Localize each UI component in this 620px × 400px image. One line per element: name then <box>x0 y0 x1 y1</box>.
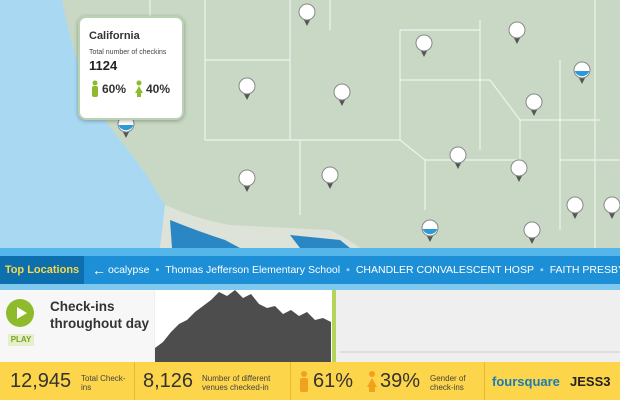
pin-head <box>298 3 316 21</box>
pin-head <box>508 21 526 39</box>
map-pin[interactable] <box>238 77 256 100</box>
pin-head <box>238 169 256 187</box>
brand[interactable]: JESS3 <box>570 374 611 389</box>
play-label[interactable]: PLAY <box>8 334 34 346</box>
venues-value: 8,126 <box>143 370 194 392</box>
male-icon <box>300 371 308 392</box>
location[interactable]: FAITH PRESBY <box>549 264 620 276</box>
pin-head <box>238 77 256 95</box>
map-pin[interactable] <box>117 115 135 138</box>
location[interactable]: ocalypse <box>108 264 150 276</box>
map-pin[interactable] <box>603 196 620 219</box>
pin-head <box>566 196 584 214</box>
map-pin[interactable] <box>525 93 543 116</box>
location[interactable]: Thomas Jefferson Elementary School <box>165 264 341 276</box>
gender-label: Gender of check-ins <box>430 374 466 392</box>
female-icon <box>367 371 377 392</box>
ticker-title[interactable]: Top Locations <box>0 256 84 284</box>
map-pin[interactable] <box>523 221 541 244</box>
pin-head <box>603 196 620 214</box>
pin-head <box>525 93 543 111</box>
map-pin[interactable] <box>321 166 339 189</box>
map-pin[interactable] <box>566 196 584 219</box>
male-icon <box>92 80 98 97</box>
checkins-title: Check-ins throughout day <box>50 299 149 331</box>
ticker: Top Locations ← ocalypse ▪ Thomas Jefferso… <box>0 256 620 284</box>
male-value: 61% <box>313 370 354 392</box>
pin-fill <box>574 71 590 77</box>
popup-label: Total number of checkins <box>89 49 167 56</box>
map[interactable] <box>0 0 620 248</box>
location[interactable]: CHANDLER CONVALESCENT HOSP <box>355 264 534 276</box>
activity-chart <box>155 290 620 362</box>
popup-female: 40% <box>146 82 171 96</box>
map-pin[interactable] <box>415 34 433 57</box>
ticker-items: ocalypse ▪ Thomas Jefferson Elementary Sch… <box>108 256 620 284</box>
pin-head <box>510 159 528 177</box>
map-pin[interactable] <box>238 169 256 192</box>
female-icon <box>135 80 143 97</box>
popup-count: 1124 <box>89 58 118 73</box>
venues-label: Number of different venues checked-in <box>202 374 271 392</box>
map-pin[interactable] <box>421 219 439 242</box>
separator: ▪ <box>346 264 350 276</box>
separator: ▪ <box>155 264 160 276</box>
map-pin[interactable] <box>449 146 467 169</box>
pin-fill <box>422 229 438 235</box>
total-value: 12,945 <box>10 370 72 392</box>
ticker-arrow[interactable]: ← <box>92 262 106 278</box>
map-pin[interactable] <box>298 3 316 26</box>
popup-male: 60% <box>102 82 127 96</box>
map-pin[interactable] <box>508 21 526 44</box>
pin-fill <box>118 125 134 131</box>
popup-title: California <box>89 30 140 42</box>
strip <box>0 248 620 256</box>
strip <box>0 284 620 290</box>
brand[interactable]: foursquare <box>492 374 560 389</box>
pin-head <box>523 221 541 239</box>
pin-head <box>321 166 339 184</box>
map-pin[interactable] <box>333 83 351 106</box>
popup: California Total number of checkins 1124… <box>78 16 184 120</box>
map-pin[interactable] <box>510 159 528 182</box>
stats-bar: 12,945 Total Check-ins 8,126 Number of d… <box>0 362 620 400</box>
pin-head <box>449 146 467 164</box>
map-pin[interactable] <box>573 61 591 84</box>
activity-area <box>155 290 331 362</box>
total-label: Total Check-ins <box>81 374 126 392</box>
separator: ▪ <box>539 264 544 276</box>
pin-head <box>415 34 433 52</box>
female-value: 39% <box>380 370 421 392</box>
play-button[interactable] <box>6 299 34 327</box>
pin-head <box>333 83 351 101</box>
